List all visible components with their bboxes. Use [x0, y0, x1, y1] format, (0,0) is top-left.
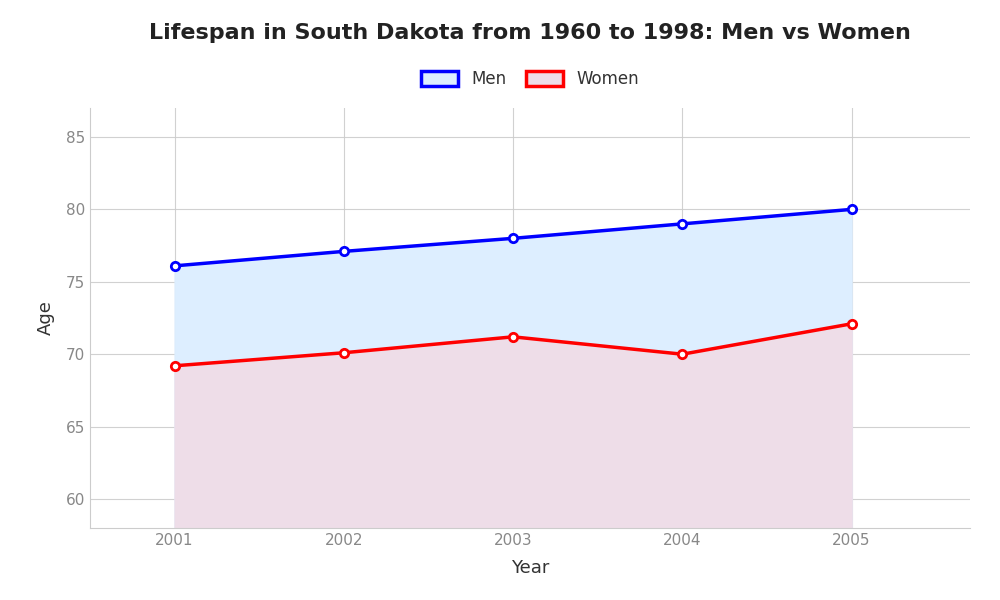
Y-axis label: Age: Age — [37, 301, 55, 335]
Legend: Men, Women: Men, Women — [413, 62, 647, 97]
X-axis label: Year: Year — [511, 559, 549, 577]
Title: Lifespan in South Dakota from 1960 to 1998: Men vs Women: Lifespan in South Dakota from 1960 to 19… — [149, 23, 911, 43]
